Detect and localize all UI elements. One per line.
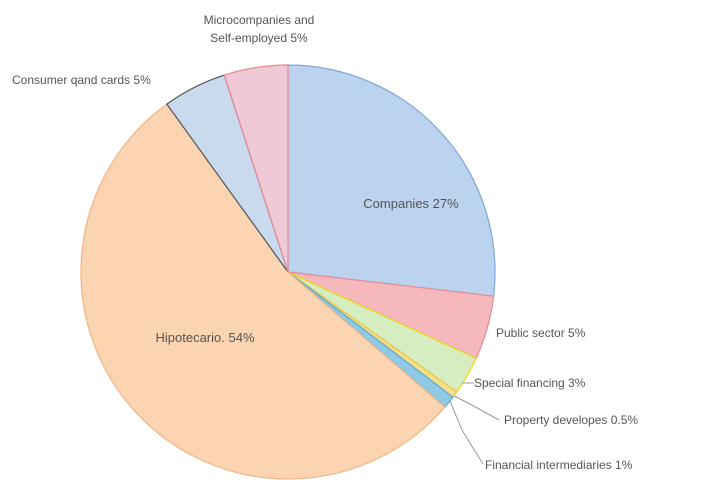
slice-labels: Companies 27% Public sector 5% Special fin… (12, 13, 638, 472)
slice-label: Microcompanies and Self-employed 5% (204, 13, 315, 45)
pie-slices (80, 64, 496, 480)
slice-label: Special financing 3% (474, 376, 586, 390)
slice-label: Public sector 5% (496, 326, 586, 340)
pie-slice (223, 64, 289, 273)
slice-label: Hipotecario. 54% (156, 330, 255, 345)
leader-lines (449, 382, 500, 465)
pie-slice (287, 64, 496, 297)
slice-label: Property developes 0.5% (504, 413, 638, 427)
slice-label: Companies 27% (363, 196, 459, 211)
leader-line (449, 400, 484, 465)
pie-slice (80, 103, 446, 480)
slice-label: Consumer qand cards 5% (12, 73, 151, 87)
slice-label: Financial intermediaries 1% (485, 458, 633, 472)
leader-line (453, 395, 500, 421)
